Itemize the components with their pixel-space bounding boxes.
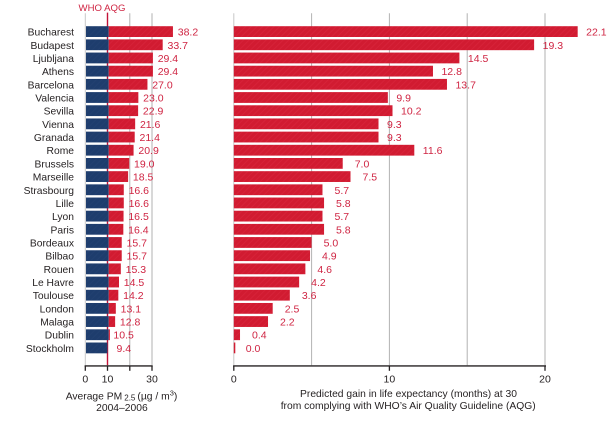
svg-text:0.0: 0.0 bbox=[246, 343, 261, 355]
svg-text:Barcelona: Barcelona bbox=[28, 80, 75, 91]
svg-text:12.8: 12.8 bbox=[120, 317, 141, 329]
svg-text:Malaga: Malaga bbox=[40, 318, 74, 329]
svg-text:Valencia: Valencia bbox=[35, 94, 74, 105]
svg-text:Rouen: Rouen bbox=[44, 265, 75, 276]
svg-text:7.0: 7.0 bbox=[355, 158, 370, 170]
svg-text:15.7: 15.7 bbox=[127, 237, 148, 249]
svg-text:16.4: 16.4 bbox=[128, 224, 149, 236]
svg-text:19.3: 19.3 bbox=[543, 40, 564, 52]
svg-text:WHO AQG: WHO AQG bbox=[79, 3, 126, 14]
svg-text:33.7: 33.7 bbox=[168, 40, 189, 52]
svg-text:5.8: 5.8 bbox=[336, 224, 351, 236]
svg-text:Budapest: Budapest bbox=[30, 41, 74, 52]
svg-text:Bucharest: Bucharest bbox=[28, 28, 75, 39]
svg-text:30: 30 bbox=[146, 374, 158, 386]
svg-text:Le Havre: Le Havre bbox=[32, 278, 74, 289]
svg-text:20: 20 bbox=[539, 374, 551, 386]
svg-text:4.6: 4.6 bbox=[317, 264, 332, 276]
svg-text:12.8: 12.8 bbox=[441, 66, 462, 78]
svg-text:Strasbourg: Strasbourg bbox=[24, 186, 75, 197]
svg-text:9.3: 9.3 bbox=[387, 119, 402, 131]
svg-text:29.4: 29.4 bbox=[158, 53, 179, 65]
svg-text:14.5: 14.5 bbox=[468, 53, 489, 65]
svg-text:20.9: 20.9 bbox=[138, 145, 159, 157]
svg-text:38.2: 38.2 bbox=[178, 27, 199, 39]
svg-text:0.4: 0.4 bbox=[252, 330, 267, 342]
svg-text:16.6: 16.6 bbox=[129, 185, 150, 197]
svg-text:10: 10 bbox=[102, 374, 114, 386]
svg-text:Bilbao: Bilbao bbox=[45, 252, 74, 263]
svg-text:Athens: Athens bbox=[42, 67, 74, 78]
svg-text:Lille: Lille bbox=[56, 199, 75, 210]
svg-text:29.4: 29.4 bbox=[158, 66, 179, 78]
svg-text:10.5: 10.5 bbox=[113, 330, 134, 342]
svg-text:0: 0 bbox=[231, 374, 237, 386]
svg-text:Predicted gain in life expecta: Predicted gain in life expectancy (month… bbox=[300, 389, 517, 400]
svg-text:Ljubljana: Ljubljana bbox=[33, 54, 74, 65]
svg-text:22.1: 22.1 bbox=[586, 27, 607, 39]
svg-text:5.7: 5.7 bbox=[334, 185, 349, 197]
svg-text:3.6: 3.6 bbox=[302, 290, 317, 302]
svg-text:4.9: 4.9 bbox=[322, 251, 337, 263]
svg-text:Vienna: Vienna bbox=[42, 120, 74, 131]
svg-text:5.7: 5.7 bbox=[334, 211, 349, 223]
svg-text:18.5: 18.5 bbox=[133, 172, 154, 184]
svg-text:5.8: 5.8 bbox=[336, 198, 351, 210]
svg-text:Lyon: Lyon bbox=[52, 212, 74, 223]
svg-text:0: 0 bbox=[82, 374, 88, 386]
svg-text:22.9: 22.9 bbox=[143, 106, 164, 118]
svg-text:Sevilla: Sevilla bbox=[44, 107, 75, 118]
svg-text:Dublin: Dublin bbox=[45, 331, 74, 342]
svg-text:7.5: 7.5 bbox=[363, 172, 378, 184]
svg-text:14.2: 14.2 bbox=[123, 290, 144, 302]
svg-text:13.1: 13.1 bbox=[121, 303, 142, 315]
svg-text:from complying with WHO’s Air: from complying with WHO’s Air Quality Gu… bbox=[281, 401, 536, 412]
svg-text:16.5: 16.5 bbox=[128, 211, 149, 223]
svg-text:London: London bbox=[40, 304, 75, 315]
svg-text:9.3: 9.3 bbox=[387, 132, 402, 144]
svg-text:27.0: 27.0 bbox=[152, 79, 173, 91]
svg-text:4.2: 4.2 bbox=[311, 277, 326, 289]
svg-text:19.0: 19.0 bbox=[134, 158, 155, 170]
svg-text:15.3: 15.3 bbox=[126, 264, 147, 276]
svg-text:2.2: 2.2 bbox=[280, 317, 295, 329]
svg-text:10.2: 10.2 bbox=[401, 106, 422, 118]
svg-text:11.6: 11.6 bbox=[423, 145, 443, 157]
svg-text:Marseille: Marseille bbox=[33, 173, 74, 184]
svg-text:21.6: 21.6 bbox=[140, 119, 161, 131]
svg-text:5.0: 5.0 bbox=[324, 237, 339, 249]
svg-text:9.4: 9.4 bbox=[117, 343, 132, 355]
svg-text:Bordeaux: Bordeaux bbox=[30, 238, 75, 249]
svg-text:Granada: Granada bbox=[34, 133, 74, 144]
svg-text:Toulouse: Toulouse bbox=[33, 291, 74, 302]
svg-text:16.6: 16.6 bbox=[129, 198, 150, 210]
svg-text:9.9: 9.9 bbox=[396, 93, 411, 105]
svg-text:13.7: 13.7 bbox=[455, 79, 476, 91]
svg-text:23.0: 23.0 bbox=[143, 93, 164, 105]
svg-text:2004–2006: 2004–2006 bbox=[96, 403, 148, 414]
svg-text:21.4: 21.4 bbox=[140, 132, 161, 144]
svg-text:10: 10 bbox=[384, 374, 396, 386]
svg-text:Brussels: Brussels bbox=[35, 159, 74, 170]
svg-text:15.7: 15.7 bbox=[127, 251, 148, 263]
svg-text:2.5: 2.5 bbox=[285, 303, 300, 315]
svg-text:Stockholm: Stockholm bbox=[26, 344, 74, 355]
svg-text:Rome: Rome bbox=[47, 146, 75, 157]
svg-text:14.5: 14.5 bbox=[124, 277, 145, 289]
svg-text:Average PM 2.5 (µg / m3): Average PM 2.5 (µg / m3) bbox=[66, 388, 178, 402]
svg-text:Paris: Paris bbox=[51, 225, 74, 236]
